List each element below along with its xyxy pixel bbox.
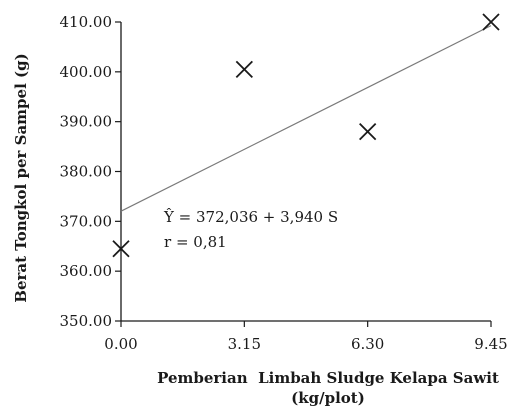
- data-points: [112, 13, 500, 258]
- y-axis-ticks: 350.00 360.00 370.00 380.00 390.00 400.00 410.…: [60, 13, 121, 330]
- y-tick-label: 390.00: [60, 113, 113, 131]
- x-axis-label-line2: (kg/plot): [291, 389, 365, 407]
- data-point-marker: [112, 240, 130, 258]
- x-axis-ticks: 0.00 3.15 6.30 9.45: [104, 321, 508, 353]
- x-tick-label: 9.45: [474, 335, 507, 353]
- regression-equation: Ŷ = 372,036 + 3,940 S: [163, 208, 338, 226]
- data-point-marker: [359, 122, 377, 141]
- x-tick-label: 3.15: [228, 335, 261, 353]
- y-tick-label: 360.00: [60, 262, 113, 280]
- data-point-marker: [235, 60, 253, 78]
- correlation-coefficient: r = 0,81: [164, 233, 227, 251]
- y-axis-label: Berat Tongkol per Sampel (g): [12, 53, 30, 302]
- x-tick-label: 6.30: [351, 335, 384, 353]
- y-tick-label: 400.00: [60, 63, 113, 81]
- axes: [120, 22, 491, 322]
- y-tick-label: 410.00: [60, 13, 113, 31]
- y-tick-label: 370.00: [60, 212, 113, 230]
- data-point-marker: [482, 13, 500, 31]
- y-tick-label: 350.00: [60, 312, 113, 330]
- y-tick-label: 380.00: [60, 163, 113, 181]
- regression-line: [120, 25, 492, 212]
- x-axis-label-line1: Pemberian Limbah Sludge Kelapa Sawit: [157, 369, 499, 387]
- x-tick-label: 0.00: [104, 335, 137, 353]
